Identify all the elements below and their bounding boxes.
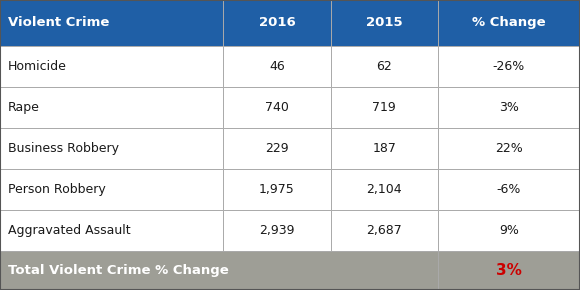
Bar xyxy=(0,128,223,169)
Text: Rape: Rape xyxy=(8,101,39,114)
Bar xyxy=(223,169,331,210)
Bar xyxy=(223,0,331,46)
Text: 187: 187 xyxy=(372,142,396,155)
Text: -6%: -6% xyxy=(496,183,521,196)
Text: -26%: -26% xyxy=(493,60,525,73)
Bar xyxy=(223,46,331,87)
Bar xyxy=(0,0,223,46)
Bar xyxy=(438,210,580,251)
Text: 2,939: 2,939 xyxy=(259,224,295,237)
Text: 3%: 3% xyxy=(499,101,519,114)
Bar xyxy=(331,0,438,46)
Text: Violent Crime: Violent Crime xyxy=(8,17,109,29)
Bar xyxy=(331,210,438,251)
Text: Person Robbery: Person Robbery xyxy=(8,183,106,196)
Text: 2,104: 2,104 xyxy=(367,183,402,196)
Bar xyxy=(438,128,580,169)
Bar xyxy=(331,46,438,87)
Bar xyxy=(223,128,331,169)
Text: 2016: 2016 xyxy=(259,17,295,29)
Text: 740: 740 xyxy=(265,101,289,114)
Bar xyxy=(331,128,438,169)
Bar xyxy=(223,210,331,251)
Text: 9%: 9% xyxy=(499,224,519,237)
Text: Total Violent Crime % Change: Total Violent Crime % Change xyxy=(8,264,229,277)
Bar xyxy=(0,251,438,290)
Text: 22%: 22% xyxy=(495,142,523,155)
Text: 229: 229 xyxy=(265,142,289,155)
Text: 1,975: 1,975 xyxy=(259,183,295,196)
Text: Business Robbery: Business Robbery xyxy=(8,142,118,155)
Bar xyxy=(0,87,223,128)
Bar xyxy=(331,87,438,128)
Text: Aggravated Assault: Aggravated Assault xyxy=(8,224,130,237)
Bar xyxy=(438,87,580,128)
Bar xyxy=(438,169,580,210)
Text: 2,687: 2,687 xyxy=(367,224,402,237)
Bar xyxy=(438,46,580,87)
Text: 2015: 2015 xyxy=(366,17,403,29)
Text: 719: 719 xyxy=(372,101,396,114)
Bar xyxy=(438,251,580,290)
Text: Homicide: Homicide xyxy=(8,60,67,73)
Text: 62: 62 xyxy=(376,60,392,73)
Bar xyxy=(0,169,223,210)
Bar xyxy=(331,169,438,210)
Bar xyxy=(438,0,580,46)
Text: 3%: 3% xyxy=(496,263,522,278)
Text: % Change: % Change xyxy=(472,17,546,29)
Bar xyxy=(0,210,223,251)
Text: 46: 46 xyxy=(269,60,285,73)
Bar xyxy=(223,87,331,128)
Bar xyxy=(0,46,223,87)
